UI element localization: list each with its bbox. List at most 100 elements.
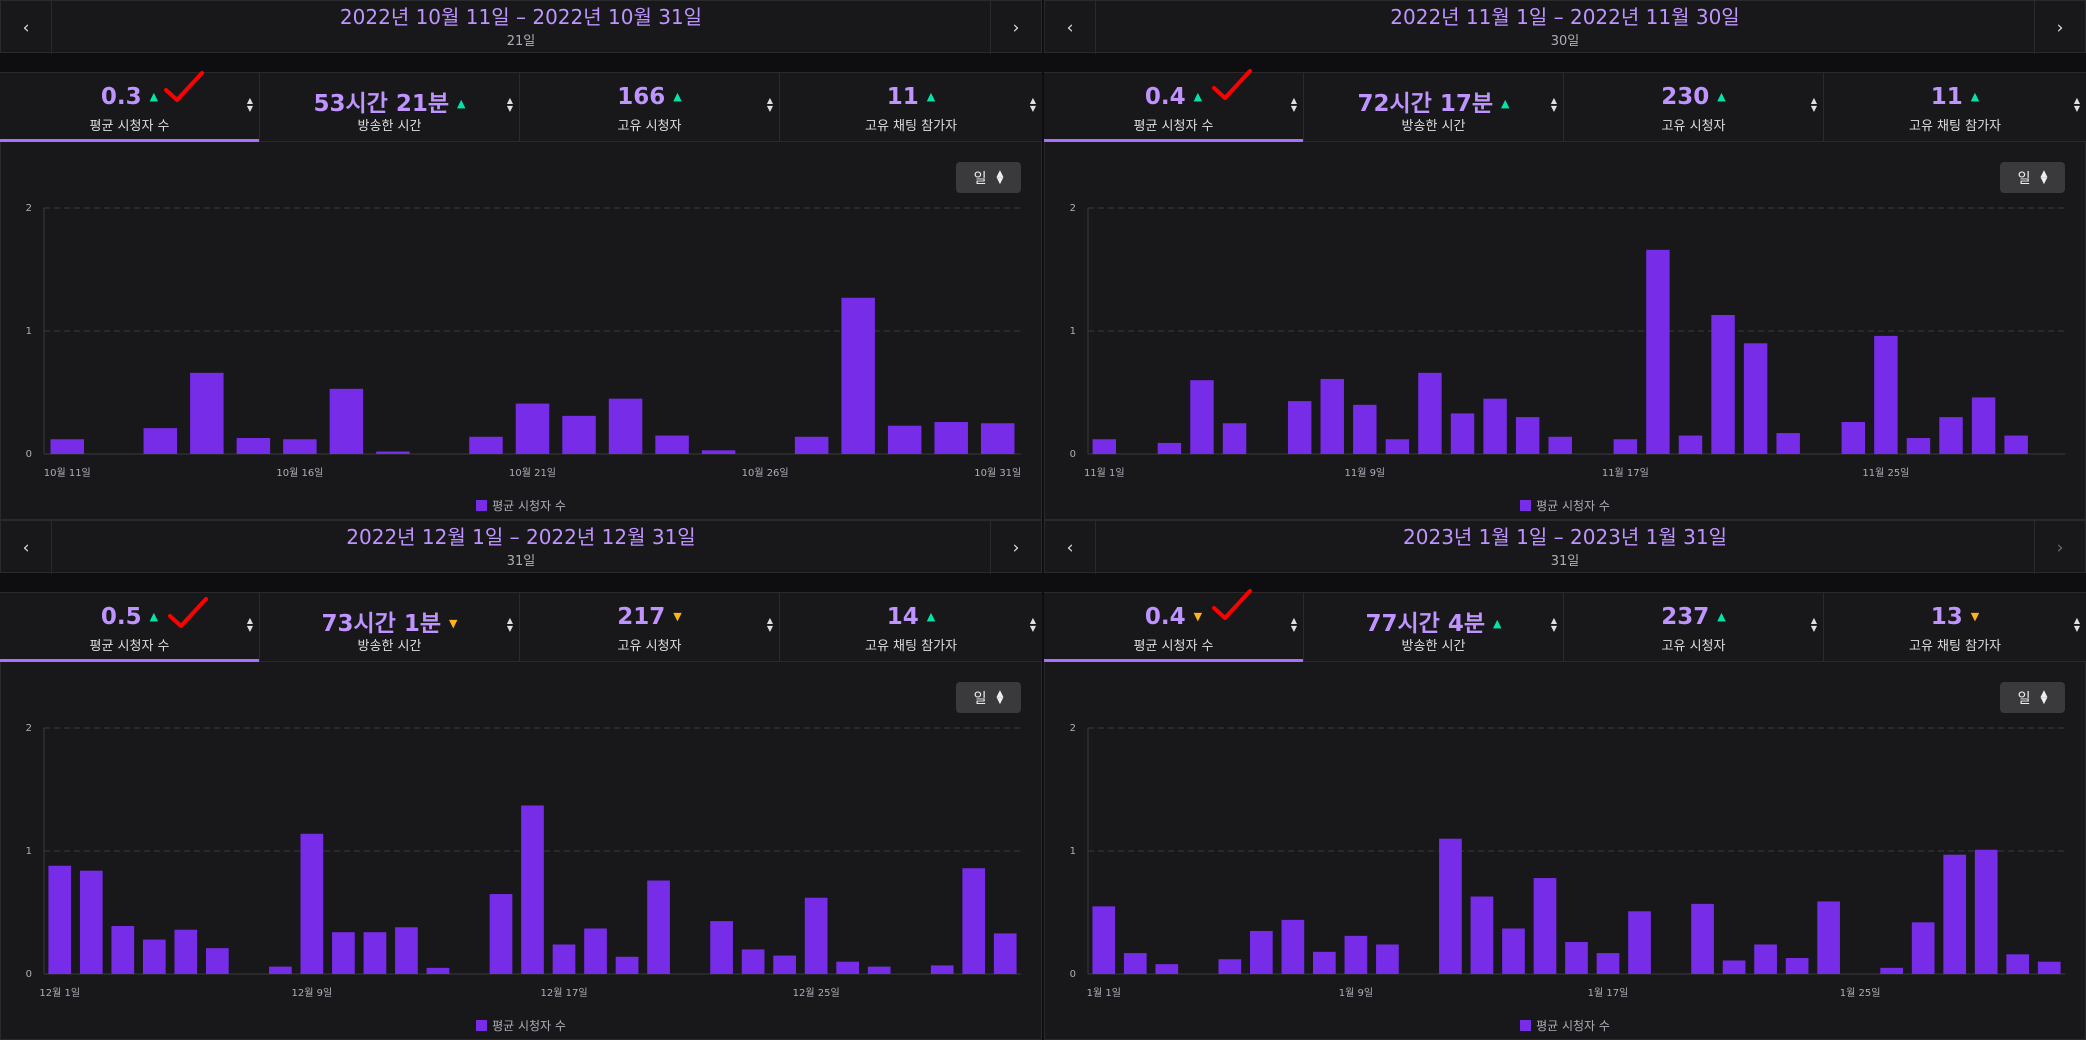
bar[interactable] xyxy=(841,297,875,454)
bar[interactable] xyxy=(794,436,829,454)
bar[interactable] xyxy=(773,955,796,974)
bar[interactable] xyxy=(79,870,103,974)
metric-tab-hours-streamed[interactable]: 53시간 21분 ▲ 방송한 시간 ▲ ▼ xyxy=(260,73,520,141)
bar[interactable] xyxy=(1515,417,1540,454)
bar[interactable] xyxy=(1678,435,1703,454)
bar[interactable] xyxy=(1502,928,1525,974)
bar[interactable] xyxy=(2037,961,2061,974)
bar[interactable] xyxy=(1092,439,1117,454)
metric-tab-avg-viewers[interactable]: 0.4 ▲ 평균 시청자 수 ▲ ▼ xyxy=(1044,73,1304,142)
bar[interactable] xyxy=(190,372,224,454)
bar[interactable] xyxy=(205,948,229,974)
next-period-button[interactable]: › xyxy=(990,521,1041,574)
bar[interactable] xyxy=(1722,960,1746,974)
metric-tab-avg-viewers[interactable]: 0.5 ▲ 평균 시청자 수 ▲ ▼ xyxy=(0,593,260,662)
bar[interactable] xyxy=(1385,439,1410,454)
bar[interactable] xyxy=(701,450,736,454)
bar[interactable] xyxy=(934,422,968,454)
bar[interactable] xyxy=(1218,959,1242,974)
metric-tab-unique-viewers[interactable]: 217 ▼ 고유 시청자 ▲ ▼ xyxy=(520,593,780,661)
bar[interactable] xyxy=(741,949,765,974)
bar[interactable] xyxy=(1776,433,1800,454)
bar[interactable] xyxy=(1628,911,1651,974)
period-select[interactable]: 일 ▲ ▼ xyxy=(956,682,1021,713)
metric-tab-unique-chatters[interactable]: 13 ▼ 고유 채팅 참가자 ▲ ▼ xyxy=(1824,593,2086,661)
bar[interactable] xyxy=(1548,436,1572,454)
bar[interactable] xyxy=(647,880,670,974)
bar[interactable] xyxy=(2006,954,2030,974)
bar[interactable] xyxy=(1711,315,1735,454)
previous-period-button[interactable]: ‹ xyxy=(1045,521,1096,574)
bar[interactable] xyxy=(1874,335,1898,454)
bar[interactable] xyxy=(376,451,410,454)
bar[interactable] xyxy=(1376,944,1399,974)
bar[interactable] xyxy=(2004,435,2028,454)
bar[interactable] xyxy=(1754,944,1777,974)
bar[interactable] xyxy=(1841,422,1866,454)
bar[interactable] xyxy=(1344,935,1368,974)
period-select[interactable]: 일 ▲ ▼ xyxy=(2000,682,2065,713)
metric-tab-hours-streamed[interactable]: 72시간 17분 ▲ 방송한 시간 ▲ ▼ xyxy=(1304,73,1564,141)
bar[interactable] xyxy=(1287,401,1312,454)
bar[interactable] xyxy=(1222,423,1247,454)
bar[interactable] xyxy=(332,932,355,974)
previous-period-button[interactable]: ‹ xyxy=(1,1,52,54)
bar[interactable] xyxy=(1439,838,1462,974)
bar[interactable] xyxy=(552,944,576,974)
bar[interactable] xyxy=(993,933,1017,974)
bar[interactable] xyxy=(174,929,198,974)
bar[interactable] xyxy=(608,398,643,454)
bar[interactable] xyxy=(269,966,292,974)
bar[interactable] xyxy=(1880,967,1904,974)
bar[interactable] xyxy=(962,868,986,974)
bar[interactable] xyxy=(1691,903,1714,974)
bar[interactable] xyxy=(1155,964,1179,974)
bar[interactable] xyxy=(710,921,733,974)
metric-tab-hours-streamed[interactable]: 73시간 1분 ▼ 방송한 시간 ▲ ▼ xyxy=(260,593,520,661)
period-select[interactable]: 일 ▲ ▼ xyxy=(2000,162,2065,193)
next-period-button[interactable]: › xyxy=(2034,521,2085,574)
bar[interactable] xyxy=(395,927,418,974)
bar[interactable] xyxy=(1743,343,1768,454)
metric-tab-hours-streamed[interactable]: 77시간 4분 ▲ 방송한 시간 ▲ ▼ xyxy=(1304,593,1564,661)
bar[interactable] xyxy=(283,439,317,454)
bar[interactable] xyxy=(1249,930,1273,974)
bar[interactable] xyxy=(50,439,85,454)
bar[interactable] xyxy=(469,436,503,454)
metric-tab-unique-viewers[interactable]: 166 ▲ 고유 시청자 ▲ ▼ xyxy=(520,73,780,141)
bar[interactable] xyxy=(1450,413,1475,454)
bar[interactable] xyxy=(1313,951,1336,974)
bar[interactable] xyxy=(142,939,166,974)
next-period-button[interactable]: › xyxy=(2034,1,2085,54)
bar[interactable] xyxy=(1939,417,1963,454)
bar[interactable] xyxy=(1613,439,1638,454)
period-select[interactable]: 일 ▲ ▼ xyxy=(956,162,1021,193)
bar[interactable] xyxy=(236,438,271,454)
bar[interactable] xyxy=(804,897,828,974)
bar[interactable] xyxy=(329,388,364,454)
bar[interactable] xyxy=(1646,249,1670,454)
bar[interactable] xyxy=(515,403,550,454)
bar[interactable] xyxy=(980,423,1015,454)
bar[interactable] xyxy=(1906,438,1931,454)
bar[interactable] xyxy=(426,967,450,974)
bar[interactable] xyxy=(1817,901,1840,974)
bar[interactable] xyxy=(1911,922,1935,974)
bar[interactable] xyxy=(836,961,860,974)
bar[interactable] xyxy=(48,865,72,974)
bar[interactable] xyxy=(615,956,639,974)
bar[interactable] xyxy=(1971,397,1996,454)
metric-tab-unique-viewers[interactable]: 237 ▲ 고유 시청자 ▲ ▼ xyxy=(1564,593,1824,661)
bar[interactable] xyxy=(1320,378,1344,454)
metric-tab-unique-chatters[interactable]: 14 ▲ 고유 채팅 참가자 ▲ ▼ xyxy=(780,593,1042,661)
bar[interactable] xyxy=(1565,942,1588,974)
bar[interactable] xyxy=(1418,372,1442,454)
previous-period-button[interactable]: ‹ xyxy=(1045,1,1096,54)
metric-tab-unique-chatters[interactable]: 11 ▲ 고유 채팅 참가자 ▲ ▼ xyxy=(1824,73,2086,141)
bar[interactable] xyxy=(1123,953,1147,974)
next-period-button[interactable]: › xyxy=(990,1,1041,54)
previous-period-button[interactable]: ‹ xyxy=(1,521,52,574)
bar[interactable] xyxy=(584,928,607,974)
bar[interactable] xyxy=(1974,849,1998,974)
metric-tab-avg-viewers[interactable]: 0.3 ▲ 평균 시청자 수 ▲ ▼ xyxy=(0,73,260,142)
